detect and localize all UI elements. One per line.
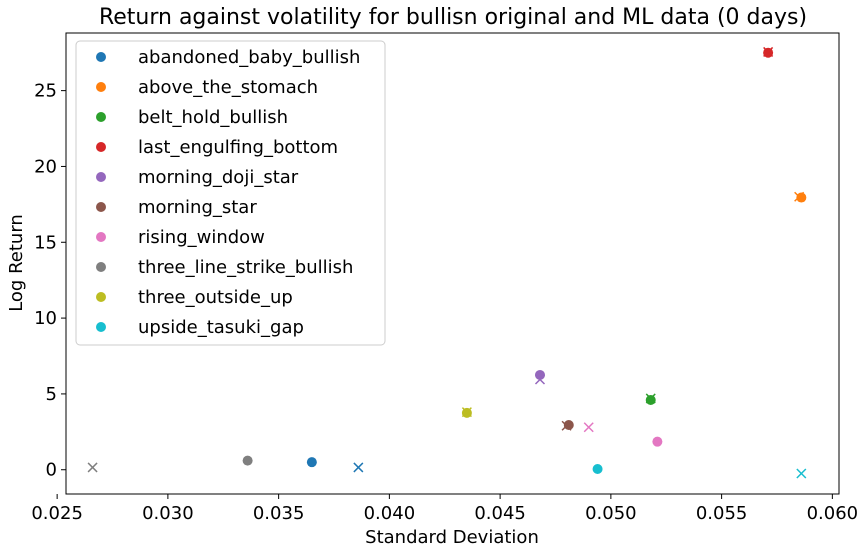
axis-ticks: 0.025 0.030 0.035 0.040 0.045 0.050 0.055 0.060… (31, 81, 858, 524)
x-tick-label: 0.045 (474, 503, 526, 524)
point-ml-morning-star (561, 420, 572, 431)
legend-label: upside_tasuki_gap (138, 317, 304, 338)
x-tick-label: 0.050 (585, 503, 637, 524)
legend-label: three_line_strike_bullish (138, 257, 353, 278)
legend-marker-three-outside-up (96, 292, 106, 302)
x-tick-label: 0.040 (364, 503, 416, 524)
legend-label: morning_doji_star (138, 167, 299, 188)
y-axis-title: Log Return (6, 214, 27, 312)
point-original-belt-hold-bullish (645, 394, 656, 405)
legend-marker-three-line-strike-bullish (96, 262, 106, 272)
legend-marker-belt-hold-bullish (96, 112, 106, 122)
y-tick-label: 15 (34, 232, 57, 253)
y-tick-label: 10 (34, 308, 57, 329)
legend-label: morning_star (138, 197, 257, 218)
point-original-morning-star (563, 420, 574, 431)
legend-marker-rising-window (96, 232, 106, 242)
legend-label: above_the_stomach (138, 77, 318, 98)
legend-box (75, 40, 386, 346)
point-ml-belt-hold-bullish (645, 393, 656, 404)
legend-marker-upside-tasuki-gap (96, 322, 106, 332)
legend-label: three_outside_up (138, 287, 293, 308)
point-original-above-the-stomach (796, 192, 807, 203)
legend: abandoned_baby_bullish above_the_stomachb… (75, 40, 386, 346)
y-tick-label: 20 (34, 156, 57, 177)
point-ml-above-the-stomach (794, 191, 805, 202)
chart-title: Return against volatility for bullisn or… (99, 5, 807, 30)
legend-marker-last-engulfing-bottom (96, 142, 106, 152)
y-tick-label: 0 (46, 460, 57, 481)
point-original-upside-tasuki-gap (592, 463, 603, 474)
x-tick-label: 0.030 (142, 503, 194, 524)
y-tick-label: 25 (34, 81, 57, 102)
point-original-rising-window (652, 436, 663, 447)
point-original-three-line-strike-bullish (242, 455, 253, 466)
legend-marker-above-the-stomach (96, 82, 106, 92)
point-ml-upside-tasuki-gap (796, 468, 807, 479)
plot-frame (65, 32, 840, 495)
y-tick-label: 5 (46, 384, 57, 405)
x-tick-label: 0.055 (696, 503, 748, 524)
point-ml-morning-doji-star (534, 374, 546, 385)
legend-marker-morning-doji-star (96, 172, 106, 182)
legend-marker-abandoned-baby-bullish (96, 52, 106, 62)
point-ml-last-engulfing-bottom (763, 46, 774, 57)
legend-label: last_engulfing_bottom (138, 137, 338, 158)
data-points (87, 46, 807, 479)
legend-marker-morning-star (96, 202, 106, 212)
point-ml-abandoned-baby-bullish (353, 462, 364, 473)
x-axis-title: Standard Deviation (365, 527, 539, 547)
point-original-abandoned-baby-bullish (306, 457, 317, 468)
x-tick-label: 0.035 (253, 503, 305, 524)
x-tick-label: 0.025 (31, 503, 83, 524)
legend-label: belt_hold_bullish (138, 107, 288, 128)
point-ml-rising-window (583, 422, 594, 433)
point-ml-three-line-strike-bullish (87, 462, 98, 473)
point-ml-three-outside-up (461, 407, 472, 418)
legend-label: abandoned_baby_bullish (138, 47, 360, 68)
legend-label: rising_window (138, 227, 265, 248)
x-tick-label: 0.060 (807, 503, 859, 524)
